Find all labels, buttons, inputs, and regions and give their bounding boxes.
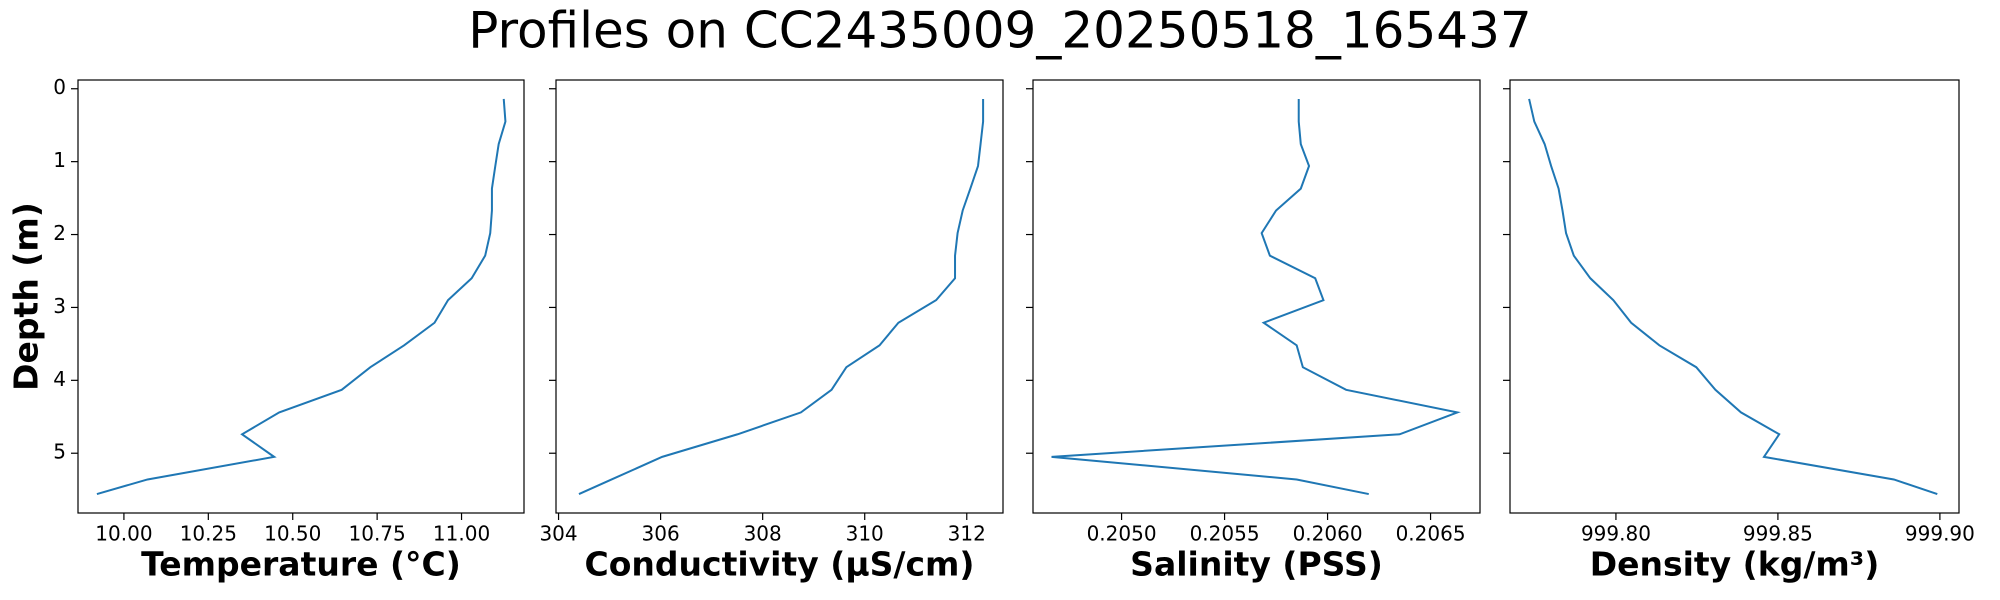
x-axis-label: Salinity (PSS)	[1130, 545, 1383, 584]
axes-frame	[1032, 79, 1481, 514]
y-axis-label: Depth (m)	[7, 202, 46, 391]
x-tick-label: 306	[642, 522, 680, 546]
x-tick-label: 0.2055	[1190, 522, 1260, 546]
x-tick-label: 312	[948, 522, 986, 546]
figure-title: Profiles on CC2435009_20250518_165437	[468, 2, 1531, 60]
x-tick-label: 10.00	[95, 522, 152, 546]
x-tick-label: 310	[846, 522, 884, 546]
profile-line	[578, 98, 985, 495]
x-axis-label: Conductivity (µS/cm)	[585, 545, 975, 584]
x-tick-label: 999.80	[1581, 522, 1651, 546]
axes-frame	[1509, 79, 1960, 514]
profile-line	[96, 98, 507, 496]
x-tick-label: 10.75	[349, 522, 406, 546]
y-tick-label: 1	[53, 148, 66, 172]
x-axis-label: Temperature (°C)	[141, 545, 461, 584]
x-tick-label: 304	[539, 522, 577, 546]
profile-line	[1051, 98, 1461, 496]
axes-frame	[77, 79, 525, 514]
y-tick-label: 5	[53, 440, 66, 464]
y-tick-label: 0	[53, 75, 66, 99]
x-axis-label: Density (kg/m³)	[1590, 545, 1880, 584]
y-tick-label: 3	[53, 294, 66, 318]
x-tick-label: 308	[744, 522, 782, 546]
x-tick-label: 0.2050	[1087, 522, 1157, 546]
x-tick-label: 0.2065	[1396, 522, 1466, 546]
x-tick-label: 10.50	[264, 522, 321, 546]
x-tick-label: 0.2060	[1293, 522, 1363, 546]
axes-frame	[555, 79, 1004, 514]
x-tick-label: 10.25	[180, 522, 237, 546]
x-tick-label: 11.00	[433, 522, 490, 546]
x-tick-label: 999.90	[1905, 522, 1975, 546]
y-tick-label: 2	[53, 221, 66, 245]
profile-line	[1528, 98, 1938, 495]
x-tick-label: 999.85	[1743, 522, 1813, 546]
y-tick-label: 4	[53, 367, 66, 391]
